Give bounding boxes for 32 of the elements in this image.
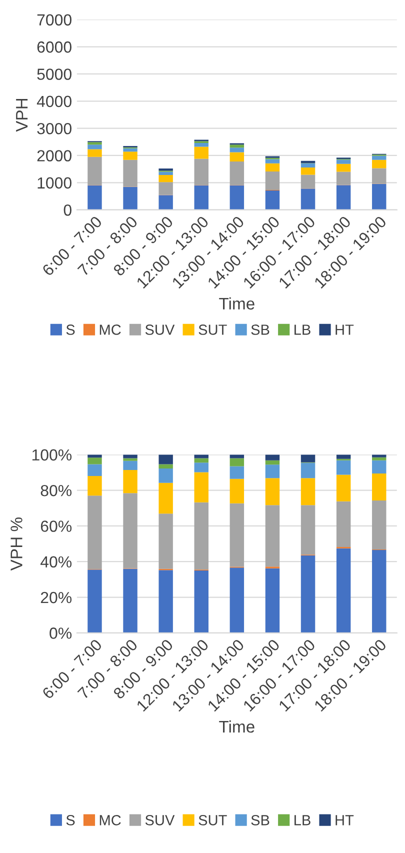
legend-label: SUT [198,815,227,826]
legend-label: MC [100,324,121,335]
legend-label: SUV [145,324,175,335]
legend-label: HT [336,324,354,335]
y-tick-label: 1000 [38,177,72,189]
x-axis-title: Time [219,720,254,733]
y-axis-title: VPH [16,98,28,132]
legend-label: SB [251,324,270,335]
y-tick-label: 60% [40,520,72,532]
legend-label: SUV [145,815,175,826]
legend-label: LB [294,324,310,335]
y-tick-label: 7000 [37,14,72,26]
y-tick-label: 5000 [37,68,72,80]
y-tick-label: 6000 [37,41,72,53]
legend-label: SB [251,815,270,826]
y-tick-label: 0% [50,628,72,639]
y-axis-title: VPH % [10,518,22,571]
y-tick-label: 3000 [37,122,72,134]
legend-label: MC [100,815,121,826]
legend-label: S [66,324,75,335]
y-tick-label: 4000 [36,96,72,108]
legend-label: S [66,815,75,826]
y-tick-label: 0 [64,204,72,216]
y-tick-label: 2000 [37,150,72,162]
legend-label: LB [294,815,310,826]
legend-label: SUT [198,324,227,335]
x-axis-title: Time [219,297,254,310]
y-tick-label: 40% [40,556,72,568]
legend-label: HT [336,815,354,826]
y-tick-label: 80% [40,484,72,496]
y-tick-label: 20% [40,592,72,604]
y-tick-label: 100% [32,449,72,461]
